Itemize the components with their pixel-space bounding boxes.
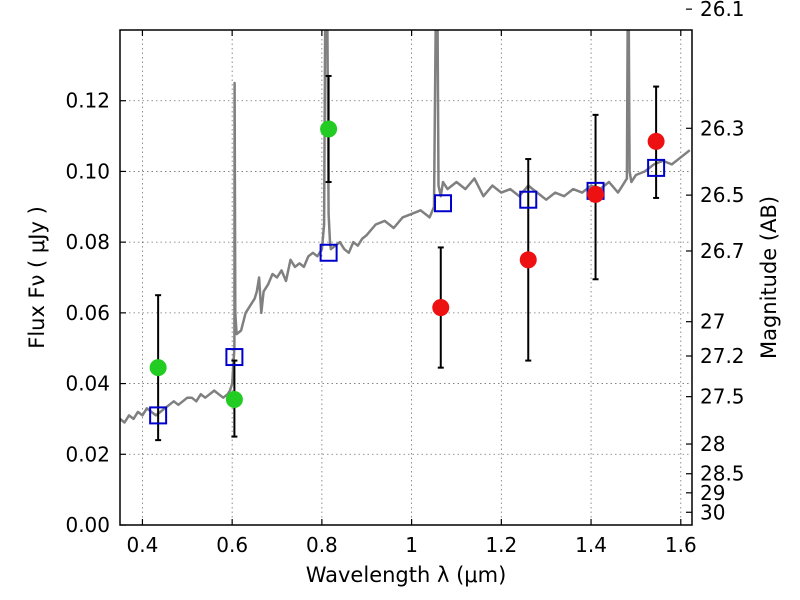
- mag-tick-label: 28: [700, 432, 725, 456]
- spectrum-line: [120, 30, 691, 424]
- x-tick-label: 0.6: [216, 533, 248, 557]
- mag-tick-label: 26.7: [700, 239, 745, 263]
- mag-tick-label: 26.1: [700, 0, 745, 21]
- y-axis-label: Flux Fν ( μJy ): [25, 206, 49, 349]
- x-tick-label: 1.4: [575, 533, 607, 557]
- mag-tick-label: 26.3: [700, 116, 745, 140]
- x-axis-label: Wavelength λ (μm): [306, 563, 507, 587]
- mag-tick-label: 28.5: [700, 462, 745, 486]
- mag-tick-label: 26.5: [700, 183, 745, 207]
- tick-layer: 0.4 0.6 0.8 1 1.2 1.4 1.6 0.00 0.02 0.04 0.06 0.08 0…: [65, 0, 744, 557]
- y-tick-label: 0.12: [65, 89, 110, 113]
- y-tick-label: 0.04: [65, 372, 110, 396]
- y-tick-label: 0.00: [65, 513, 110, 537]
- data-point: [647, 132, 665, 150]
- data-point: [587, 185, 605, 203]
- data-point: [225, 390, 243, 408]
- x-tick-label: 1.6: [665, 533, 697, 557]
- plot-frame: [119, 29, 693, 526]
- model-photometry-marker: [225, 348, 244, 367]
- mag-tick-label: 27.2: [700, 344, 745, 368]
- model-photometry-marker: [319, 243, 338, 262]
- mag-tick-label: 29: [700, 481, 725, 505]
- model-photometry-marker: [149, 406, 168, 425]
- y-tick-label: 0.10: [65, 159, 110, 183]
- mag-tick-label: 27: [700, 310, 725, 334]
- mag-tick-label: 27.5: [700, 385, 745, 409]
- x-tick-label: 0.8: [306, 533, 338, 557]
- y-tick-label: 0.06: [65, 301, 110, 325]
- model-photometry-marker: [647, 158, 666, 177]
- marker-layer: [149, 120, 666, 425]
- spectrum-layer: [120, 30, 691, 424]
- y-tick-label: 0.08: [65, 230, 110, 254]
- x-tick-label: 0.4: [127, 533, 159, 557]
- y-tick-label: 0.02: [65, 442, 110, 466]
- grid-lines: [120, 30, 692, 526]
- data-point: [519, 251, 537, 269]
- data-point: [432, 299, 450, 317]
- mag-tick-label: 30: [700, 500, 725, 524]
- x-tick-label: 1: [405, 533, 418, 557]
- data-point: [149, 359, 167, 377]
- right-axis-label: Magnitude (AB): [757, 196, 781, 359]
- model-photometry-marker: [434, 194, 453, 213]
- data-point: [320, 120, 338, 138]
- model-photometry-marker: [519, 190, 538, 209]
- x-tick-label: 1.2: [485, 533, 517, 557]
